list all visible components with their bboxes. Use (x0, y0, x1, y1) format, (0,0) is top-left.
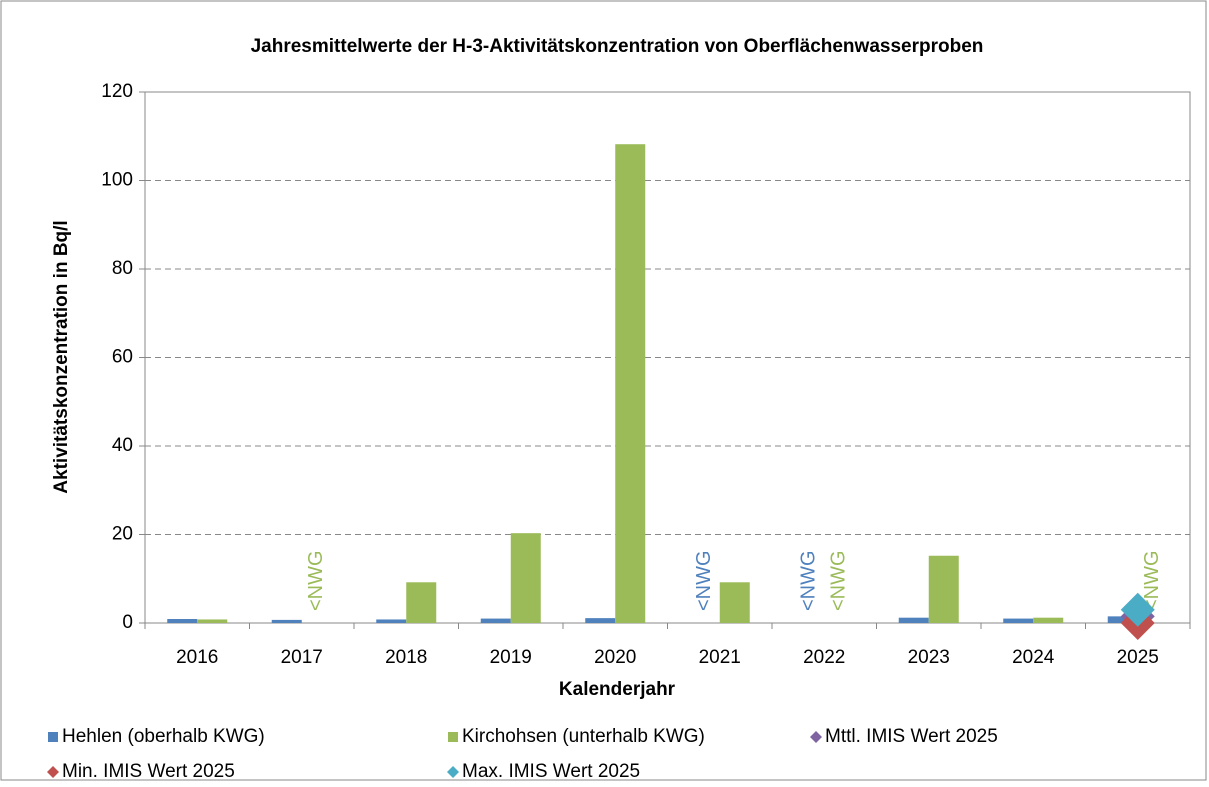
x-tick-label: 2024 (1012, 647, 1055, 668)
legend-swatch (47, 766, 59, 778)
bar (406, 582, 437, 623)
chart-title: Jahresmittelwerte der H-3-Aktivitätskonz… (251, 36, 984, 57)
scatter-point (1120, 592, 1155, 627)
bar (167, 619, 198, 623)
y-tick-label: 100 (101, 170, 133, 191)
bar (271, 619, 302, 623)
x-tick-label: 2023 (908, 647, 950, 668)
x-tick-label: 2017 (281, 647, 323, 668)
x-tick-label: 2025 (1117, 647, 1159, 668)
legend-swatch (810, 731, 822, 743)
bar (376, 619, 407, 623)
bar (719, 582, 750, 623)
bar (928, 555, 959, 623)
value-label: <NWG (1141, 550, 1163, 611)
x-tick-label: 2016 (176, 647, 218, 668)
y-axis-label: Aktivitätskonzentration in Bq/l (51, 220, 72, 493)
bar (1033, 617, 1064, 623)
bar (510, 533, 541, 623)
x-tick-label: 2021 (699, 647, 741, 668)
legend-swatch (48, 732, 58, 742)
x-tick-label: 2022 (803, 647, 845, 668)
value-label: <NWG (693, 550, 715, 611)
legend-label: Min. IMIS Wert 2025 (62, 761, 235, 782)
y-tick-label: 20 (112, 524, 133, 545)
bar (1003, 618, 1034, 623)
y-tick-label: 120 (101, 81, 133, 102)
value-label: <NWG (828, 550, 850, 611)
bar (480, 618, 511, 623)
legend-label: Hehlen (oberhalb KWG) (62, 726, 265, 747)
y-tick-label: 40 (112, 435, 133, 456)
bar (1107, 616, 1138, 623)
legend-label: Max. IMIS Wert 2025 (462, 761, 640, 782)
bar (197, 619, 228, 623)
y-tick-label: 0 (122, 612, 133, 633)
value-label: <NWG (798, 550, 820, 611)
bar (615, 144, 646, 623)
legend-swatch (447, 766, 459, 778)
x-tick-label: 2019 (490, 647, 532, 668)
legend-label: Mttl. IMIS Wert 2025 (825, 726, 998, 747)
x-tick-label: 2020 (594, 647, 636, 668)
legend-label: Kirchohsen (unterhalb KWG) (462, 726, 705, 747)
x-axis-label: Kalenderjahr (559, 679, 676, 700)
value-label: <NWG (305, 550, 327, 611)
y-tick-label: 60 (112, 347, 133, 368)
bar (898, 617, 929, 623)
bar (585, 618, 616, 623)
y-tick-label: 80 (112, 258, 133, 279)
x-tick-label: 2018 (385, 647, 427, 668)
legend-swatch (448, 732, 458, 742)
